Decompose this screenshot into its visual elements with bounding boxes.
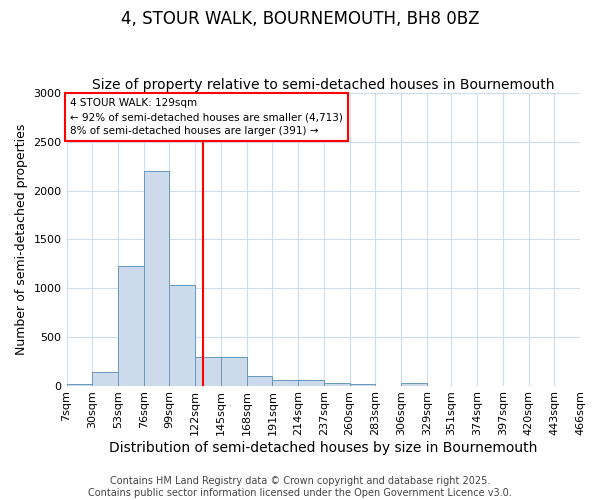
- Title: Size of property relative to semi-detached houses in Bournemouth: Size of property relative to semi-detach…: [92, 78, 554, 92]
- Bar: [195, 358, 221, 386]
- Bar: [169, 285, 195, 386]
- Bar: [272, 380, 298, 386]
- Bar: [298, 380, 324, 386]
- Bar: [92, 372, 118, 386]
- Bar: [247, 376, 272, 386]
- Bar: [324, 382, 350, 386]
- Text: Contains HM Land Registry data © Crown copyright and database right 2025.
Contai: Contains HM Land Registry data © Crown c…: [88, 476, 512, 498]
- Text: 4, STOUR WALK, BOURNEMOUTH, BH8 0BZ: 4, STOUR WALK, BOURNEMOUTH, BH8 0BZ: [121, 10, 479, 28]
- X-axis label: Distribution of semi-detached houses by size in Bournemouth: Distribution of semi-detached houses by …: [109, 441, 538, 455]
- Bar: [350, 384, 375, 386]
- Bar: [221, 358, 247, 386]
- Text: 4 STOUR WALK: 129sqm
← 92% of semi-detached houses are smaller (4,713)
8% of sem: 4 STOUR WALK: 129sqm ← 92% of semi-detac…: [70, 98, 343, 136]
- Bar: [67, 384, 92, 386]
- Bar: [144, 171, 169, 386]
- Bar: [401, 383, 427, 386]
- Bar: [118, 266, 144, 386]
- Y-axis label: Number of semi-detached properties: Number of semi-detached properties: [15, 124, 28, 355]
